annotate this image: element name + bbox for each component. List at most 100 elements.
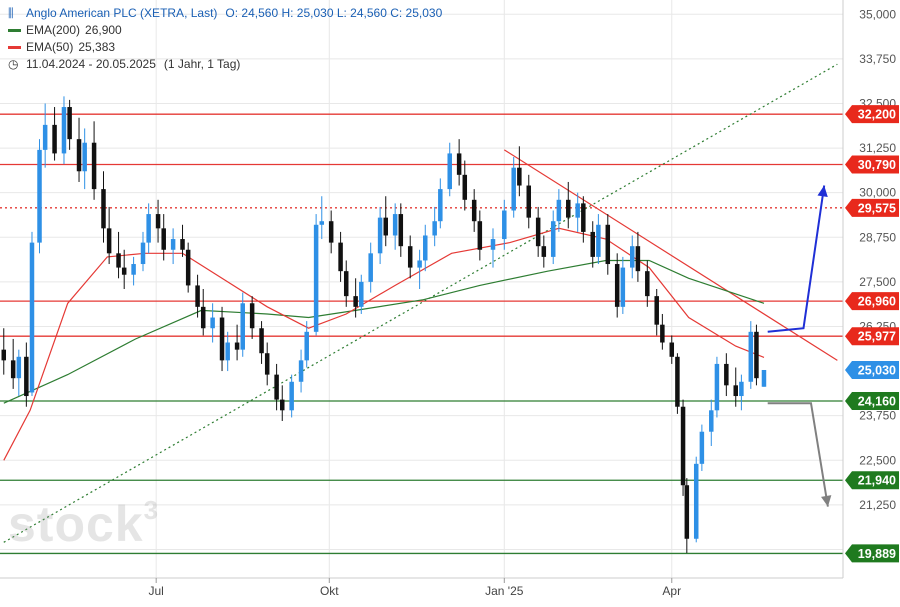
level-tag-text: 29,575 bbox=[858, 201, 896, 215]
ema200-swatch bbox=[8, 29, 21, 32]
candle-body bbox=[328, 221, 334, 243]
candle-body bbox=[477, 221, 483, 250]
instrument-title: Anglo American PLC (XETRA, Last) bbox=[26, 6, 218, 20]
candle-body bbox=[76, 139, 82, 172]
candle-body bbox=[219, 317, 225, 361]
candle-body bbox=[280, 399, 285, 411]
candle-body bbox=[438, 189, 443, 222]
candle-body bbox=[161, 228, 166, 250]
legend-ema50-row: EMA(50) 25,383 bbox=[8, 39, 442, 56]
ema50-line bbox=[3, 227, 765, 461]
candle-body bbox=[680, 406, 686, 486]
level-tag-bg bbox=[845, 155, 899, 174]
horizontal-levels bbox=[0, 113, 843, 555]
candle-body bbox=[398, 214, 404, 247]
legend-period-row: ◷ 11.04.2024 - 20.05.2025 (1 Jahr, 1 Tag… bbox=[8, 56, 442, 73]
candle-body bbox=[289, 381, 294, 411]
level-tag-text: 30,790 bbox=[858, 158, 896, 172]
legend-title-row: ⫼ Anglo American PLC (XETRA, Last) O: 24… bbox=[8, 5, 442, 22]
candle-body bbox=[620, 267, 626, 307]
y-tick-label: 21,250 bbox=[859, 498, 896, 512]
y-tick-label: 33,750 bbox=[859, 52, 896, 66]
candle-body bbox=[359, 281, 364, 307]
candle-body bbox=[67, 107, 72, 140]
candle-body bbox=[170, 239, 176, 250]
ema200-value: 26,900 bbox=[85, 23, 122, 37]
candle-body bbox=[274, 374, 279, 400]
ema50-swatch bbox=[8, 46, 21, 49]
candle-body bbox=[447, 153, 452, 190]
candle-body bbox=[660, 324, 665, 343]
clock-icon: ◷ bbox=[8, 57, 19, 71]
period-interval: (1 Jahr, 1 Tag) bbox=[163, 57, 241, 71]
candle-body bbox=[605, 224, 611, 265]
candle-body bbox=[462, 174, 468, 200]
candle-body bbox=[581, 203, 586, 232]
candle-body bbox=[121, 267, 127, 275]
level-tag-bg bbox=[845, 198, 899, 217]
candle-body bbox=[471, 199, 477, 222]
candle-body bbox=[10, 360, 16, 379]
candle-body bbox=[343, 271, 349, 297]
candle-body bbox=[502, 210, 507, 240]
level-tag-text: 32,200 bbox=[858, 108, 896, 122]
candle-body bbox=[596, 224, 601, 257]
moving-averages bbox=[3, 227, 765, 461]
price-labels: 32,200 30,790 29,575 26,960 25,977 24,160 21,9… bbox=[845, 105, 899, 563]
y-tick-label: 30,000 bbox=[859, 186, 896, 200]
last-price-tag-text: 25,030 bbox=[858, 363, 896, 377]
x-tick-label: Apr bbox=[662, 584, 681, 598]
level-tag-bg bbox=[845, 105, 899, 124]
candle-body bbox=[526, 185, 532, 218]
candle-body bbox=[61, 107, 67, 154]
candle-body bbox=[417, 260, 422, 268]
candle-body bbox=[739, 381, 744, 397]
candle-body bbox=[116, 253, 121, 268]
candle-body bbox=[240, 303, 245, 350]
legend-ema200-row: EMA(200) 26,900 bbox=[8, 22, 442, 39]
watermark-logo: stock3 bbox=[8, 495, 159, 553]
candle-body bbox=[699, 431, 705, 464]
level-tag-bg bbox=[845, 544, 899, 563]
candle-body bbox=[635, 246, 641, 272]
candle-body bbox=[101, 189, 106, 229]
candle-body bbox=[195, 285, 200, 307]
candle-body bbox=[210, 317, 215, 329]
chart-legend: ⫼ Anglo American PLC (XETRA, Last) O: 24… bbox=[8, 5, 442, 73]
up-arrow-line bbox=[767, 185, 826, 333]
candle-body bbox=[675, 356, 680, 407]
y-tick-label: 31,250 bbox=[859, 141, 896, 155]
candle-body bbox=[24, 356, 29, 397]
ema200-line bbox=[3, 259, 765, 404]
candle-body bbox=[298, 360, 304, 382]
candle-body bbox=[304, 331, 309, 361]
candle-body bbox=[264, 353, 270, 375]
candle-body bbox=[82, 142, 87, 172]
level-tag-bg bbox=[845, 471, 899, 490]
candle-body bbox=[42, 124, 48, 150]
candle-body bbox=[614, 264, 620, 307]
candle-body bbox=[106, 228, 112, 254]
candle-body bbox=[575, 203, 580, 218]
candle-body bbox=[556, 199, 562, 222]
candle-body bbox=[724, 363, 729, 386]
candle-body bbox=[490, 239, 496, 250]
candle-body bbox=[29, 242, 35, 393]
candle-body bbox=[140, 242, 146, 265]
candle-body bbox=[377, 217, 383, 254]
candle-body bbox=[517, 167, 522, 186]
candle-body bbox=[630, 246, 635, 268]
x-tick-label: Jan '25 bbox=[485, 584, 524, 598]
y-tick-label: 23,750 bbox=[859, 409, 896, 423]
watermark-text: stock bbox=[8, 496, 144, 552]
candle-body bbox=[180, 239, 185, 250]
candle-body bbox=[693, 463, 699, 539]
candle-body bbox=[392, 214, 398, 236]
trendline bbox=[503, 149, 838, 361]
candle-body bbox=[131, 264, 136, 275]
candle-body bbox=[654, 296, 659, 325]
level-tag-text: 24,160 bbox=[858, 395, 896, 409]
candle-body bbox=[566, 199, 571, 218]
grid-lines bbox=[0, 0, 843, 578]
candle-body bbox=[37, 149, 42, 243]
